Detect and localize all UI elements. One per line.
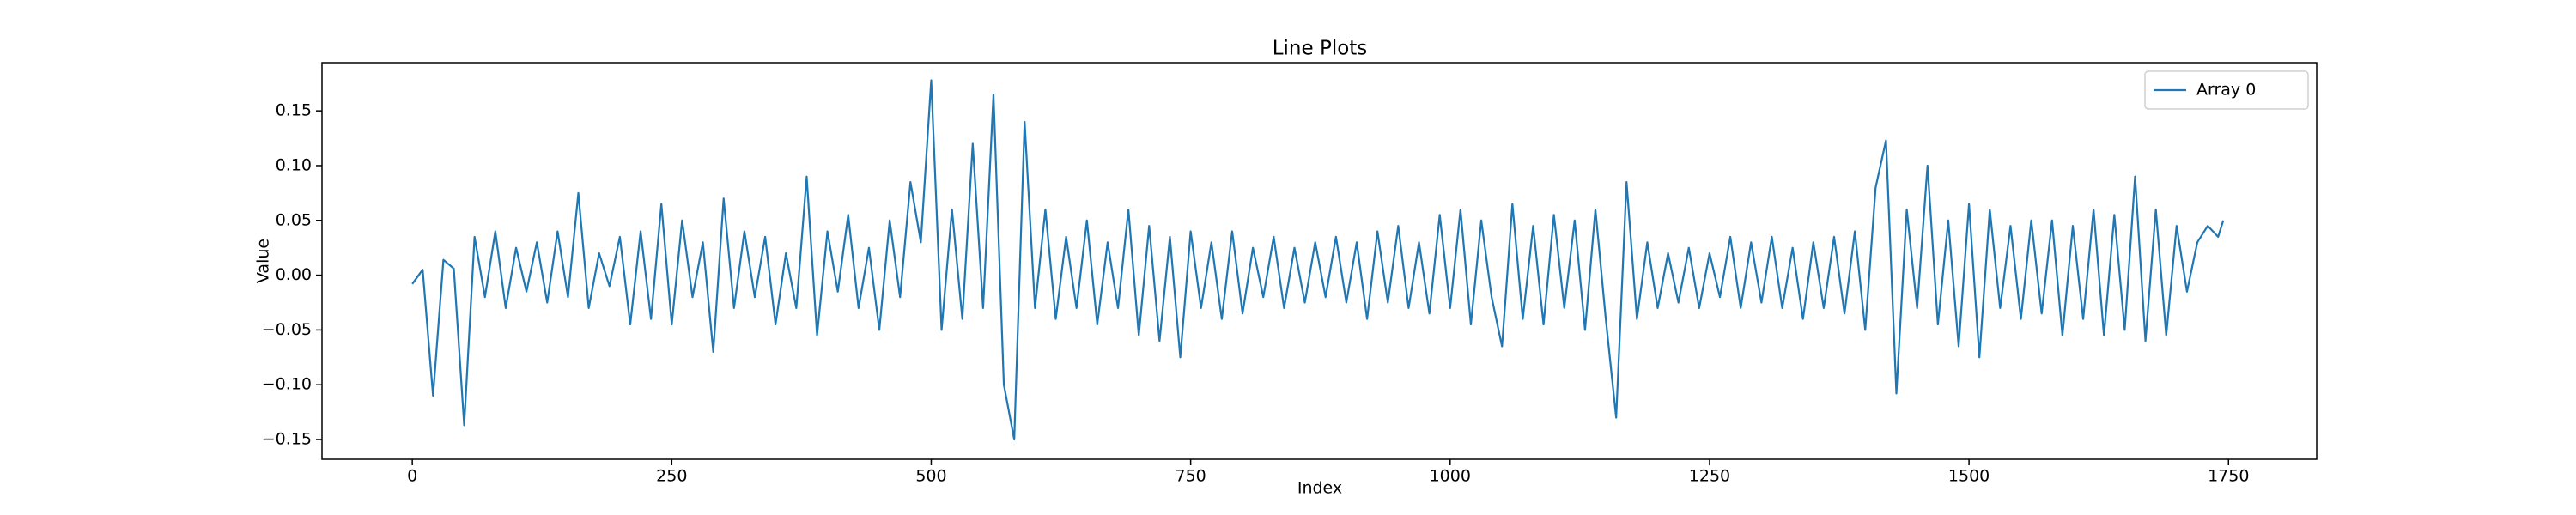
x-tick-label: 0	[407, 467, 417, 486]
chart-title: Line Plots	[1273, 38, 1368, 60]
x-axis-label: Index	[1297, 479, 1342, 498]
y-tick-label: 0.10	[276, 155, 312, 174]
x-tick-label: 250	[656, 467, 687, 486]
y-tick-label: −0.10	[262, 375, 312, 394]
y-tick-label: 0.05	[276, 210, 312, 229]
y-tick-label: 0.00	[276, 265, 312, 284]
data-line	[411, 79, 2225, 441]
y-tick-label: −0.05	[262, 320, 312, 339]
legend-box	[2144, 70, 2309, 110]
axes-frame	[321, 62, 2318, 460]
x-tick-label: 1250	[1689, 467, 1730, 486]
x-tick-label: 1750	[2208, 467, 2249, 486]
x-tick-label: 500	[915, 467, 946, 486]
legend-label: Array 0	[2196, 81, 2256, 100]
y-tick-label: −0.15	[262, 430, 312, 449]
x-tick-label: 1000	[1430, 467, 1471, 486]
y-axis-label: Value	[254, 239, 273, 283]
x-tick-label: 750	[1175, 467, 1206, 486]
y-tick-label: 0.15	[276, 101, 312, 120]
x-tick-label: 1500	[1948, 467, 1990, 486]
